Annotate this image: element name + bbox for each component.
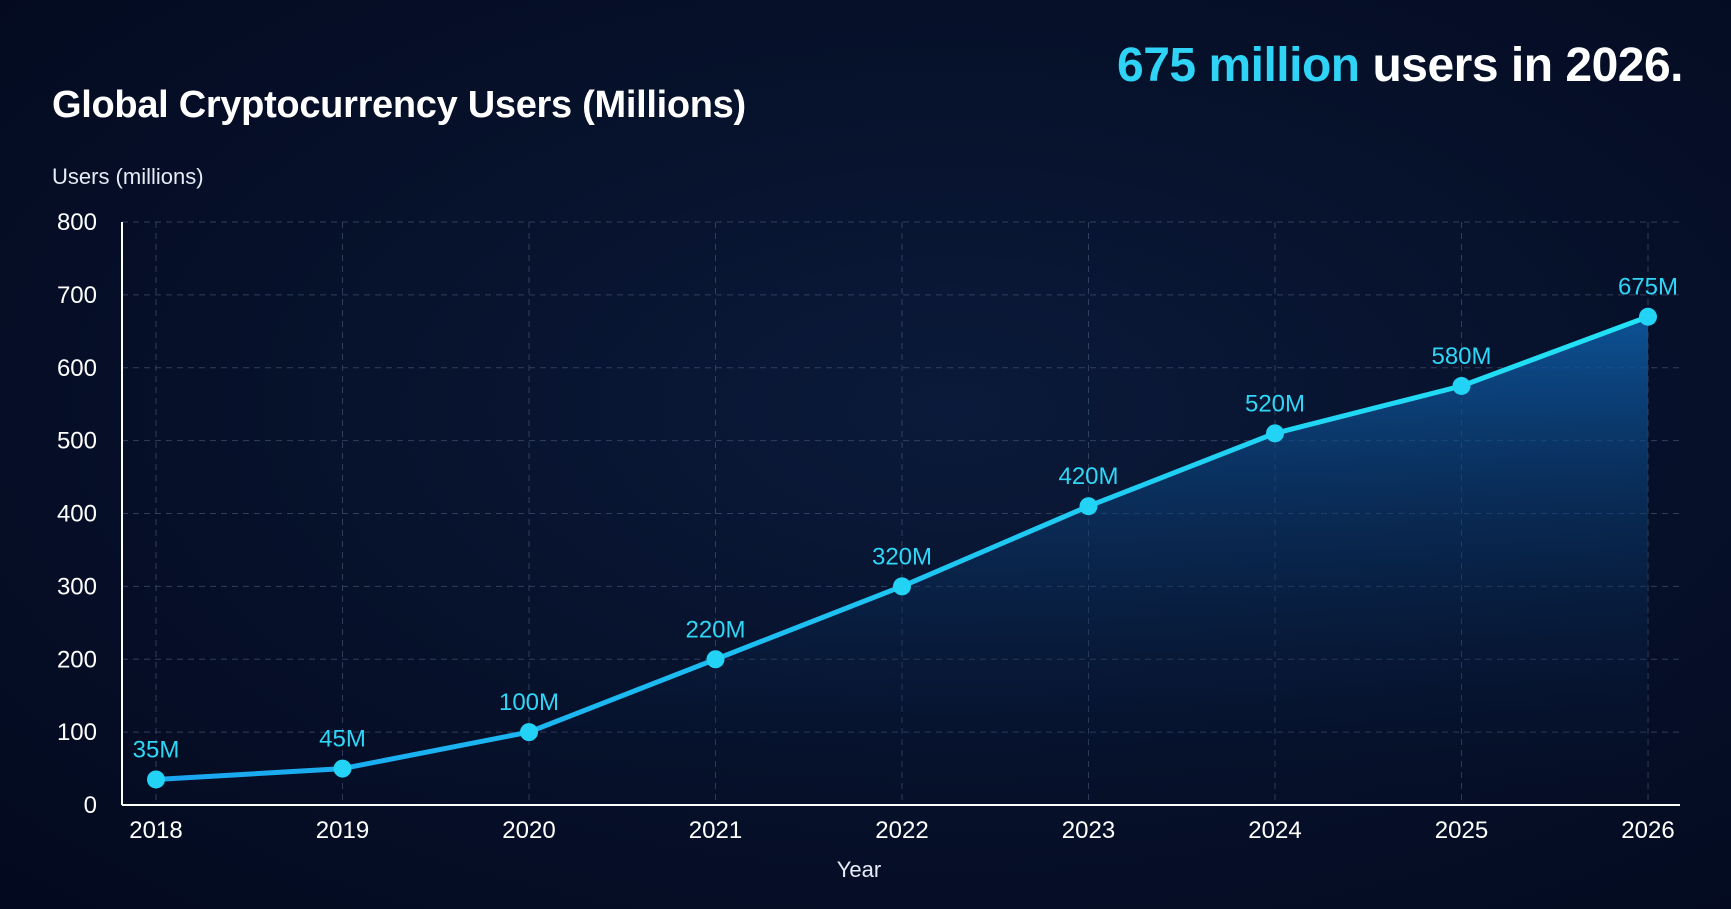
data-point	[333, 759, 352, 778]
tick-labels: 0 100 200 300 400 500 600 700 800 2018 2019 2020 202…	[57, 209, 1675, 844]
data-label: 320M	[872, 543, 932, 570]
y-tick-label: 0	[84, 792, 97, 819]
x-tick-label: 2023	[1062, 817, 1115, 844]
headline: 675 million users in 2026.	[1117, 38, 1683, 93]
data-point	[147, 770, 165, 789]
x-tick-label: 2019	[316, 817, 369, 844]
x-tick-label: 2024	[1248, 817, 1301, 844]
axes	[121, 222, 1680, 806]
data-labels: 35M 45M 100M 220M 320M 420M 520M 580M 675M	[133, 274, 1678, 764]
y-tick-label: 300	[57, 573, 97, 600]
data-label: 35M	[133, 736, 180, 763]
x-tick-label: 2025	[1435, 817, 1488, 844]
x-tick-label: 2022	[875, 817, 928, 844]
markers	[147, 307, 1657, 789]
data-label: 520M	[1245, 390, 1305, 417]
y-tick-label: 800	[57, 209, 97, 236]
y-tick-label: 100	[57, 719, 97, 746]
data-label: 220M	[685, 616, 745, 643]
x-tick-label: 2026	[1621, 817, 1674, 844]
data-point	[1266, 424, 1284, 443]
y-tick-label: 600	[57, 355, 97, 382]
data-point	[1639, 307, 1657, 326]
data-point	[1079, 497, 1098, 516]
y-tick-label: 400	[57, 501, 97, 528]
data-point	[520, 723, 538, 742]
y-tick-label: 200	[57, 646, 97, 673]
headline-highlight: 675 million	[1117, 39, 1360, 92]
x-tick-label: 2020	[502, 817, 555, 844]
chart-title: Global Cryptocurrency Users (Millions)	[52, 84, 746, 126]
data-point	[706, 650, 725, 669]
x-tick-label: 2018	[129, 817, 182, 844]
y-tick-label: 500	[57, 428, 97, 455]
x-tick-label: 2021	[689, 817, 742, 844]
headline-rest: users in 2026.	[1359, 39, 1683, 92]
data-label: 420M	[1058, 463, 1118, 490]
data-point	[1452, 376, 1471, 395]
x-axis-title: Year	[837, 857, 881, 882]
y-axis-title: Users (millions)	[52, 164, 204, 189]
data-label: 580M	[1431, 343, 1491, 370]
data-label: 675M	[1618, 274, 1678, 301]
data-point	[893, 577, 911, 596]
y-tick-label: 700	[57, 282, 97, 309]
data-label: 45M	[319, 726, 366, 753]
data-label: 100M	[499, 689, 559, 716]
